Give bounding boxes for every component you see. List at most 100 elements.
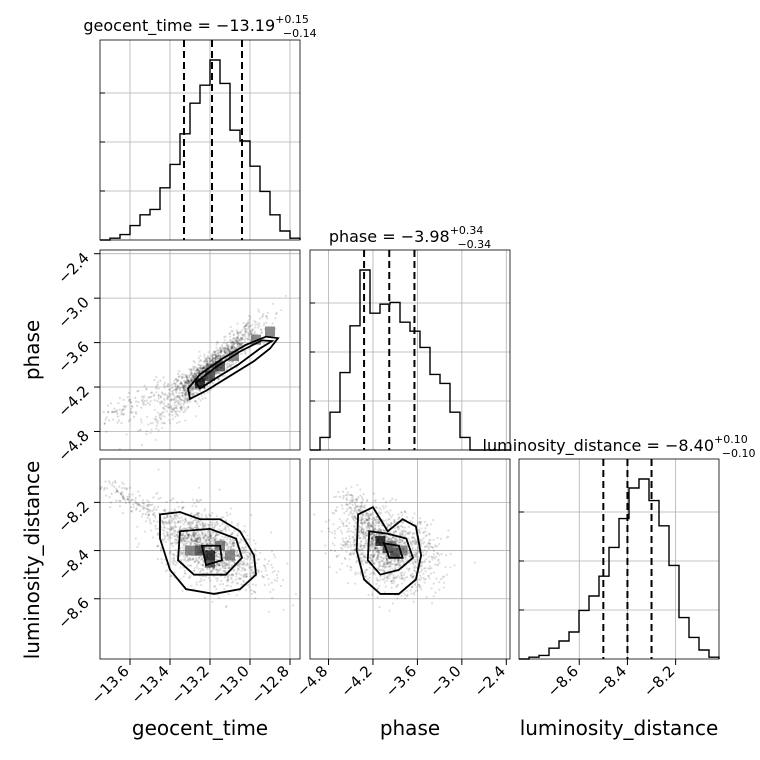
sample-point <box>238 331 241 334</box>
sample-point <box>246 562 249 565</box>
sample-point <box>411 560 414 563</box>
sample-point <box>214 355 217 358</box>
sample-point <box>251 328 254 331</box>
sample-point <box>186 536 189 539</box>
sample-point <box>208 525 211 529</box>
sample-point <box>197 567 200 570</box>
sample-point <box>417 556 420 559</box>
sample-point <box>100 485 103 489</box>
sample-point <box>383 534 386 537</box>
sample-point <box>188 533 191 537</box>
sample-point <box>371 555 375 559</box>
sample-point <box>372 522 375 525</box>
sample-point <box>353 543 356 547</box>
sample-point <box>159 413 163 416</box>
sample-point <box>250 566 253 569</box>
sample-point <box>189 558 192 562</box>
sample-point <box>366 498 369 501</box>
sample-point <box>166 569 169 572</box>
sample-point <box>187 379 190 382</box>
sample-point <box>189 377 192 380</box>
sample-point <box>391 602 394 605</box>
sample-point <box>199 498 202 502</box>
sample-point <box>383 574 386 577</box>
sample-point <box>207 524 210 527</box>
sample-point <box>363 544 366 548</box>
sample-point <box>365 542 368 545</box>
sample-point <box>274 317 277 320</box>
sample-point <box>194 532 197 535</box>
sample-point <box>162 406 165 409</box>
sample-point <box>425 595 428 599</box>
sample-point <box>401 582 404 585</box>
sample-point <box>374 546 377 550</box>
sample-point <box>377 518 380 521</box>
sample-point <box>385 557 388 561</box>
sample-point <box>388 563 391 566</box>
sample-point <box>196 369 200 372</box>
sample-point <box>242 325 246 328</box>
sample-point <box>361 521 364 525</box>
sample-point <box>171 417 175 421</box>
sample-point <box>236 330 239 334</box>
sample-point <box>367 512 370 515</box>
sample-point <box>180 398 183 401</box>
sample-point <box>197 369 200 372</box>
sample-point <box>213 523 216 527</box>
sample-point <box>193 376 196 379</box>
sample-point <box>371 559 374 563</box>
sample-point <box>271 566 274 569</box>
sample-point <box>359 544 362 547</box>
sample-point <box>187 376 190 379</box>
sample-point <box>160 558 163 561</box>
sample-point <box>182 403 185 406</box>
sample-point <box>162 376 165 379</box>
sample-point <box>174 385 177 388</box>
sample-point <box>383 562 386 565</box>
sample-point <box>212 357 215 360</box>
xtick-label-geocent-time-0: −13.6 <box>88 662 133 707</box>
sample-point <box>346 540 349 543</box>
sample-point <box>473 561 476 564</box>
sample-point <box>350 553 353 556</box>
sample-point <box>182 387 185 390</box>
sample-point <box>204 575 207 578</box>
sample-point <box>189 380 192 383</box>
sample-point <box>428 577 431 580</box>
sample-point <box>417 529 420 532</box>
sample-point <box>242 574 245 577</box>
sample-point <box>137 503 140 506</box>
sample-point <box>202 525 205 528</box>
sample-point <box>348 506 351 509</box>
sample-point <box>353 531 357 534</box>
sample-point <box>178 410 181 413</box>
sample-point <box>196 392 199 395</box>
sample-point <box>376 549 379 552</box>
sample-point <box>177 516 181 520</box>
sample-point <box>198 369 201 372</box>
sample-point <box>175 404 178 407</box>
sample-point <box>245 324 248 327</box>
sample-point <box>220 349 223 352</box>
sample-point <box>152 519 156 523</box>
sample-point <box>411 561 414 565</box>
sample-point <box>158 416 161 419</box>
sample-point <box>358 536 361 540</box>
sample-point <box>159 402 162 405</box>
sample-point <box>200 394 203 397</box>
sample-point <box>388 609 391 612</box>
sample-point <box>348 537 351 540</box>
sample-point <box>378 569 381 572</box>
sample-point <box>237 336 240 340</box>
sample-point <box>180 406 183 409</box>
sample-point <box>242 549 245 552</box>
sample-point <box>211 361 214 365</box>
sample-point <box>227 366 230 369</box>
sample-point <box>183 571 187 575</box>
sample-point <box>150 391 154 394</box>
sample-point <box>226 578 230 581</box>
sample-point <box>170 521 173 524</box>
sample-point <box>393 558 396 561</box>
sample-point <box>166 396 169 399</box>
sample-point <box>219 346 222 350</box>
